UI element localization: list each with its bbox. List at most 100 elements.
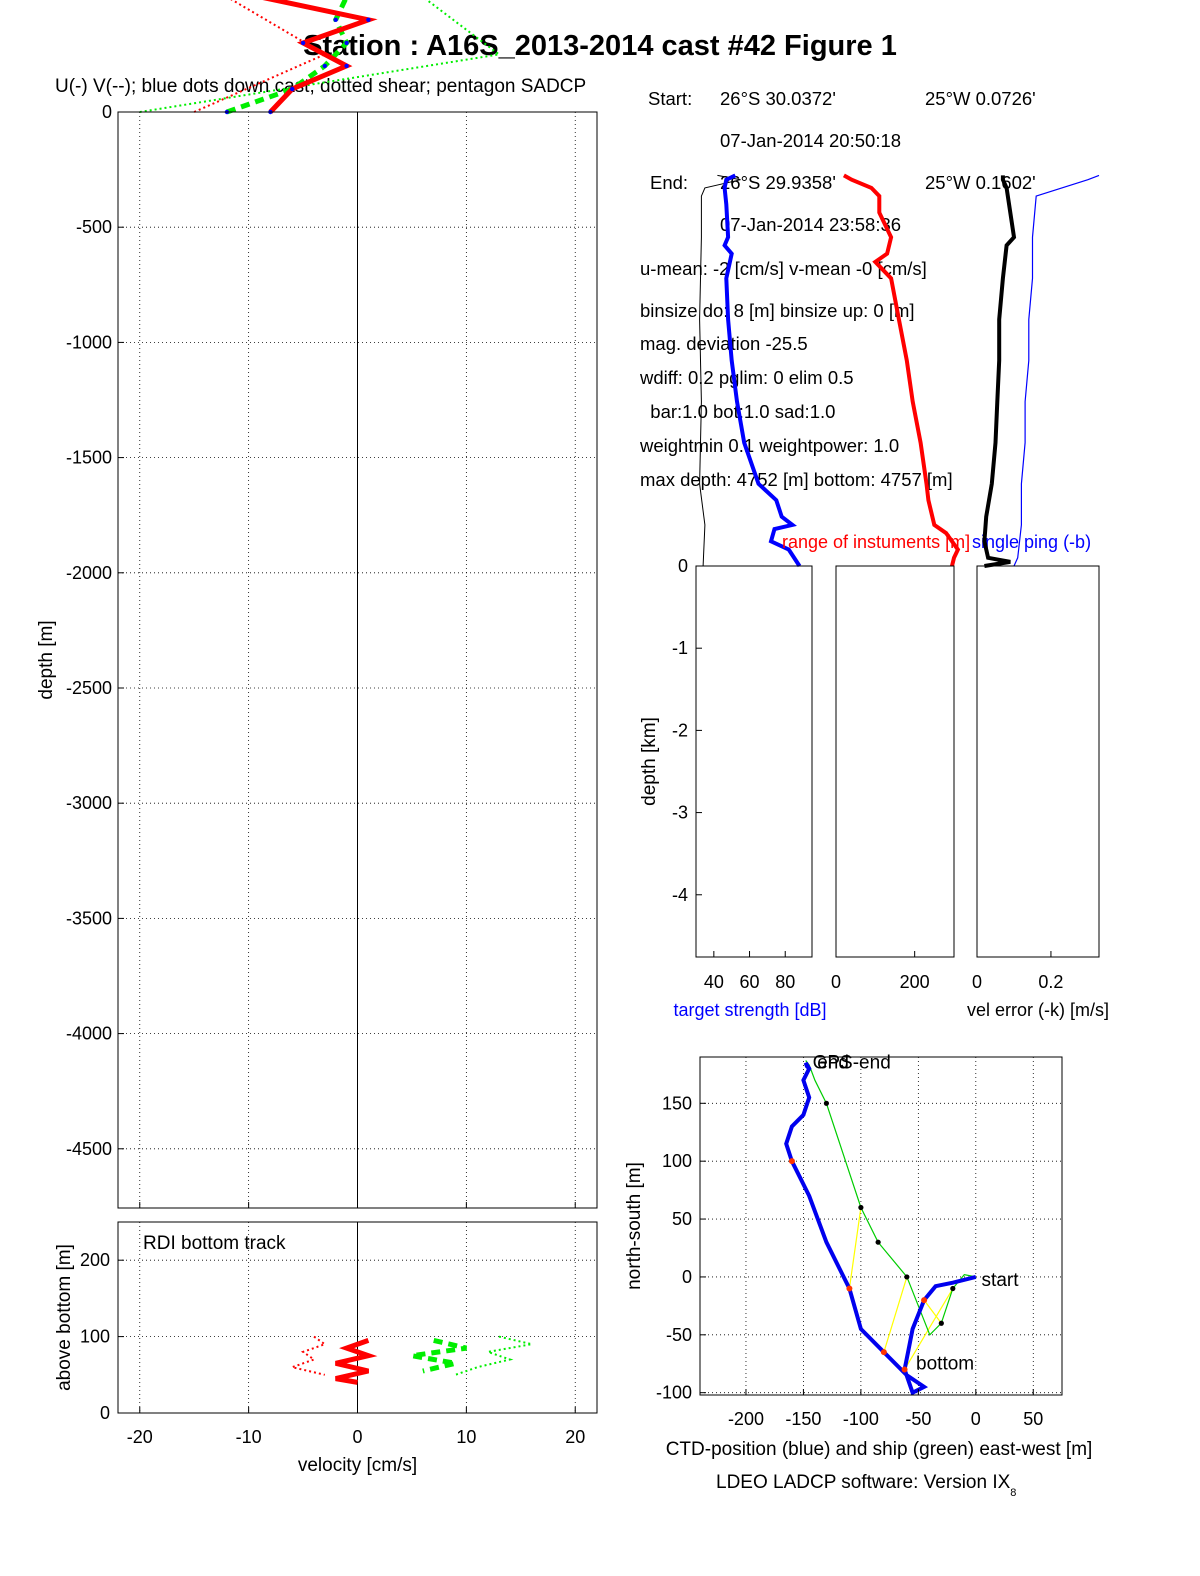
series-line — [842, 173, 961, 567]
series-line — [455, 1335, 532, 1376]
link-line — [904, 1288, 954, 1370]
y-tick-label: -1500 — [66, 448, 112, 468]
y-tick-label: -50 — [666, 1325, 692, 1345]
series-line — [805, 1060, 976, 1336]
meta-line: weightmin 0.1 weightpower: 1.0 — [640, 435, 900, 456]
series-line — [335, 1338, 378, 1385]
axes-frame — [835, 565, 955, 958]
start-time: 07-Jan-2014 20:50:18 — [720, 130, 902, 151]
x-tick-label: -50 — [905, 1409, 931, 1429]
y-tick-label: -4500 — [66, 1139, 112, 1159]
axes-frame — [695, 565, 813, 958]
data-point — [921, 1297, 928, 1304]
series-line — [784, 1061, 977, 1396]
data-point — [322, 63, 327, 69]
point-label: start — [982, 1270, 1020, 1291]
y-tick-label: 0 — [102, 102, 112, 122]
plot-title: range of instuments [m] — [782, 532, 970, 552]
axes-frame — [699, 1056, 1063, 1396]
x-tick-label: -20 — [127, 1427, 153, 1447]
x-tick-label: 0.2 — [1038, 972, 1063, 992]
x-tick-label: -10 — [236, 1427, 262, 1447]
data-point — [290, 86, 295, 92]
y-tick-label: -4 — [672, 885, 688, 905]
data-point — [858, 1204, 864, 1211]
y-axis-label: above bottom [m] — [54, 1244, 75, 1391]
x-tick-label: 20 — [565, 1427, 585, 1447]
point-label: bottom — [916, 1354, 974, 1375]
series-line — [411, 1337, 467, 1374]
y-tick-label: -2000 — [66, 563, 112, 583]
meta-line: bar:1.0 bot:1.0 sad:1.0 — [640, 401, 836, 422]
series-line — [262, 0, 378, 114]
end-label: End: — [650, 172, 689, 193]
figure-title: Station : A16S_2013-2014 cast #42 Figure… — [303, 30, 897, 62]
data-point — [880, 1349, 887, 1356]
data-point — [950, 1285, 956, 1292]
start-lat: 26°S 30.0372' — [720, 88, 836, 109]
data-point — [846, 1285, 853, 1292]
y-tick-label: -1000 — [66, 332, 112, 352]
x-tick-label: 200 — [900, 972, 930, 992]
range-plot: 0 200 — [831, 173, 961, 992]
y-tick-label: 0 — [100, 1403, 110, 1423]
series-line — [288, 1335, 327, 1376]
start-label: Start: — [648, 88, 693, 109]
y-tick-label: 100 — [662, 1151, 692, 1171]
data-point — [901, 1366, 908, 1373]
end-lat: 26°S 29.9358' — [720, 172, 836, 193]
series-line — [193, 0, 327, 113]
x-axis-label: velocity [cm/s] — [298, 1455, 417, 1476]
x-tick-label: 50 — [1023, 1409, 1043, 1429]
x-axis-label: CTD-position (blue) and ship (green) eas… — [666, 1439, 1093, 1460]
data-point — [344, 63, 349, 69]
data-point — [300, 40, 306, 46]
x-tick-label: 60 — [740, 972, 760, 992]
y-tick-label: 150 — [662, 1093, 692, 1113]
series-line — [982, 175, 1017, 568]
meta-line: wdiff: 0.2 pglim: 0 elim 0.5 — [640, 367, 854, 388]
link-line — [883, 1276, 908, 1353]
y-tick-label: 200 — [80, 1250, 110, 1270]
y-tick-label: -3 — [672, 803, 688, 823]
x-axis-label: target strength [dB] — [673, 1000, 826, 1020]
y-tick-label: 50 — [672, 1209, 692, 1229]
x-tick-label: 10 — [456, 1427, 476, 1447]
x-tick-label: 80 — [775, 972, 795, 992]
target-strength-plot: 40 60 80 0 -1 -2 -3 -4 depth [km] range of instum… — [639, 173, 1109, 1020]
data-point — [366, 17, 371, 22]
x-axis-label: vel error (-k) [m/s] — [967, 1000, 1109, 1020]
data-point — [938, 1320, 944, 1326]
y-tick-label: -2 — [672, 720, 688, 740]
software-label: LDEO LADCP software: Version IX8 — [716, 1472, 1016, 1499]
series-line — [699, 174, 741, 567]
x-tick-label: -100 — [843, 1409, 879, 1429]
y-tick-label: 0 — [682, 1267, 692, 1287]
x-tick-label: -200 — [728, 1409, 764, 1429]
series-line — [1013, 174, 1100, 567]
y-tick-label: 100 — [80, 1327, 110, 1347]
plot-title: RDI bottom track — [143, 1233, 286, 1254]
data-point — [344, 40, 349, 46]
meta-line: max depth: 4752 [m] bottom: 4757 [m] — [640, 469, 953, 490]
y-tick-label: -500 — [76, 217, 112, 237]
data-point — [823, 1100, 830, 1106]
y-tick-label: -3500 — [66, 908, 112, 928]
data-point — [904, 1274, 910, 1280]
y-tick-label: -1 — [672, 638, 688, 658]
y-axis-label: depth [km] — [639, 717, 660, 806]
data-point — [788, 1158, 795, 1165]
x-tick-label: 0 — [831, 972, 841, 992]
data-point — [333, 17, 338, 22]
series-line — [722, 173, 802, 568]
plot-title: single ping (-b) — [972, 532, 1091, 552]
link-line — [848, 1207, 862, 1289]
velocity-profile-plot: 0 -500 -1000 -1500 -2000 -2500 -3000 -3500 -4000… — [36, 0, 598, 1209]
point-label: GPS-end — [813, 1053, 891, 1074]
y-tick-label: -2500 — [66, 678, 112, 698]
end-time: 07-Jan-2014 23:58:36 — [720, 214, 902, 235]
y-axis-label: depth [m] — [36, 620, 57, 699]
x-tick-label: -150 — [785, 1409, 821, 1429]
axes-frame — [976, 565, 1100, 958]
